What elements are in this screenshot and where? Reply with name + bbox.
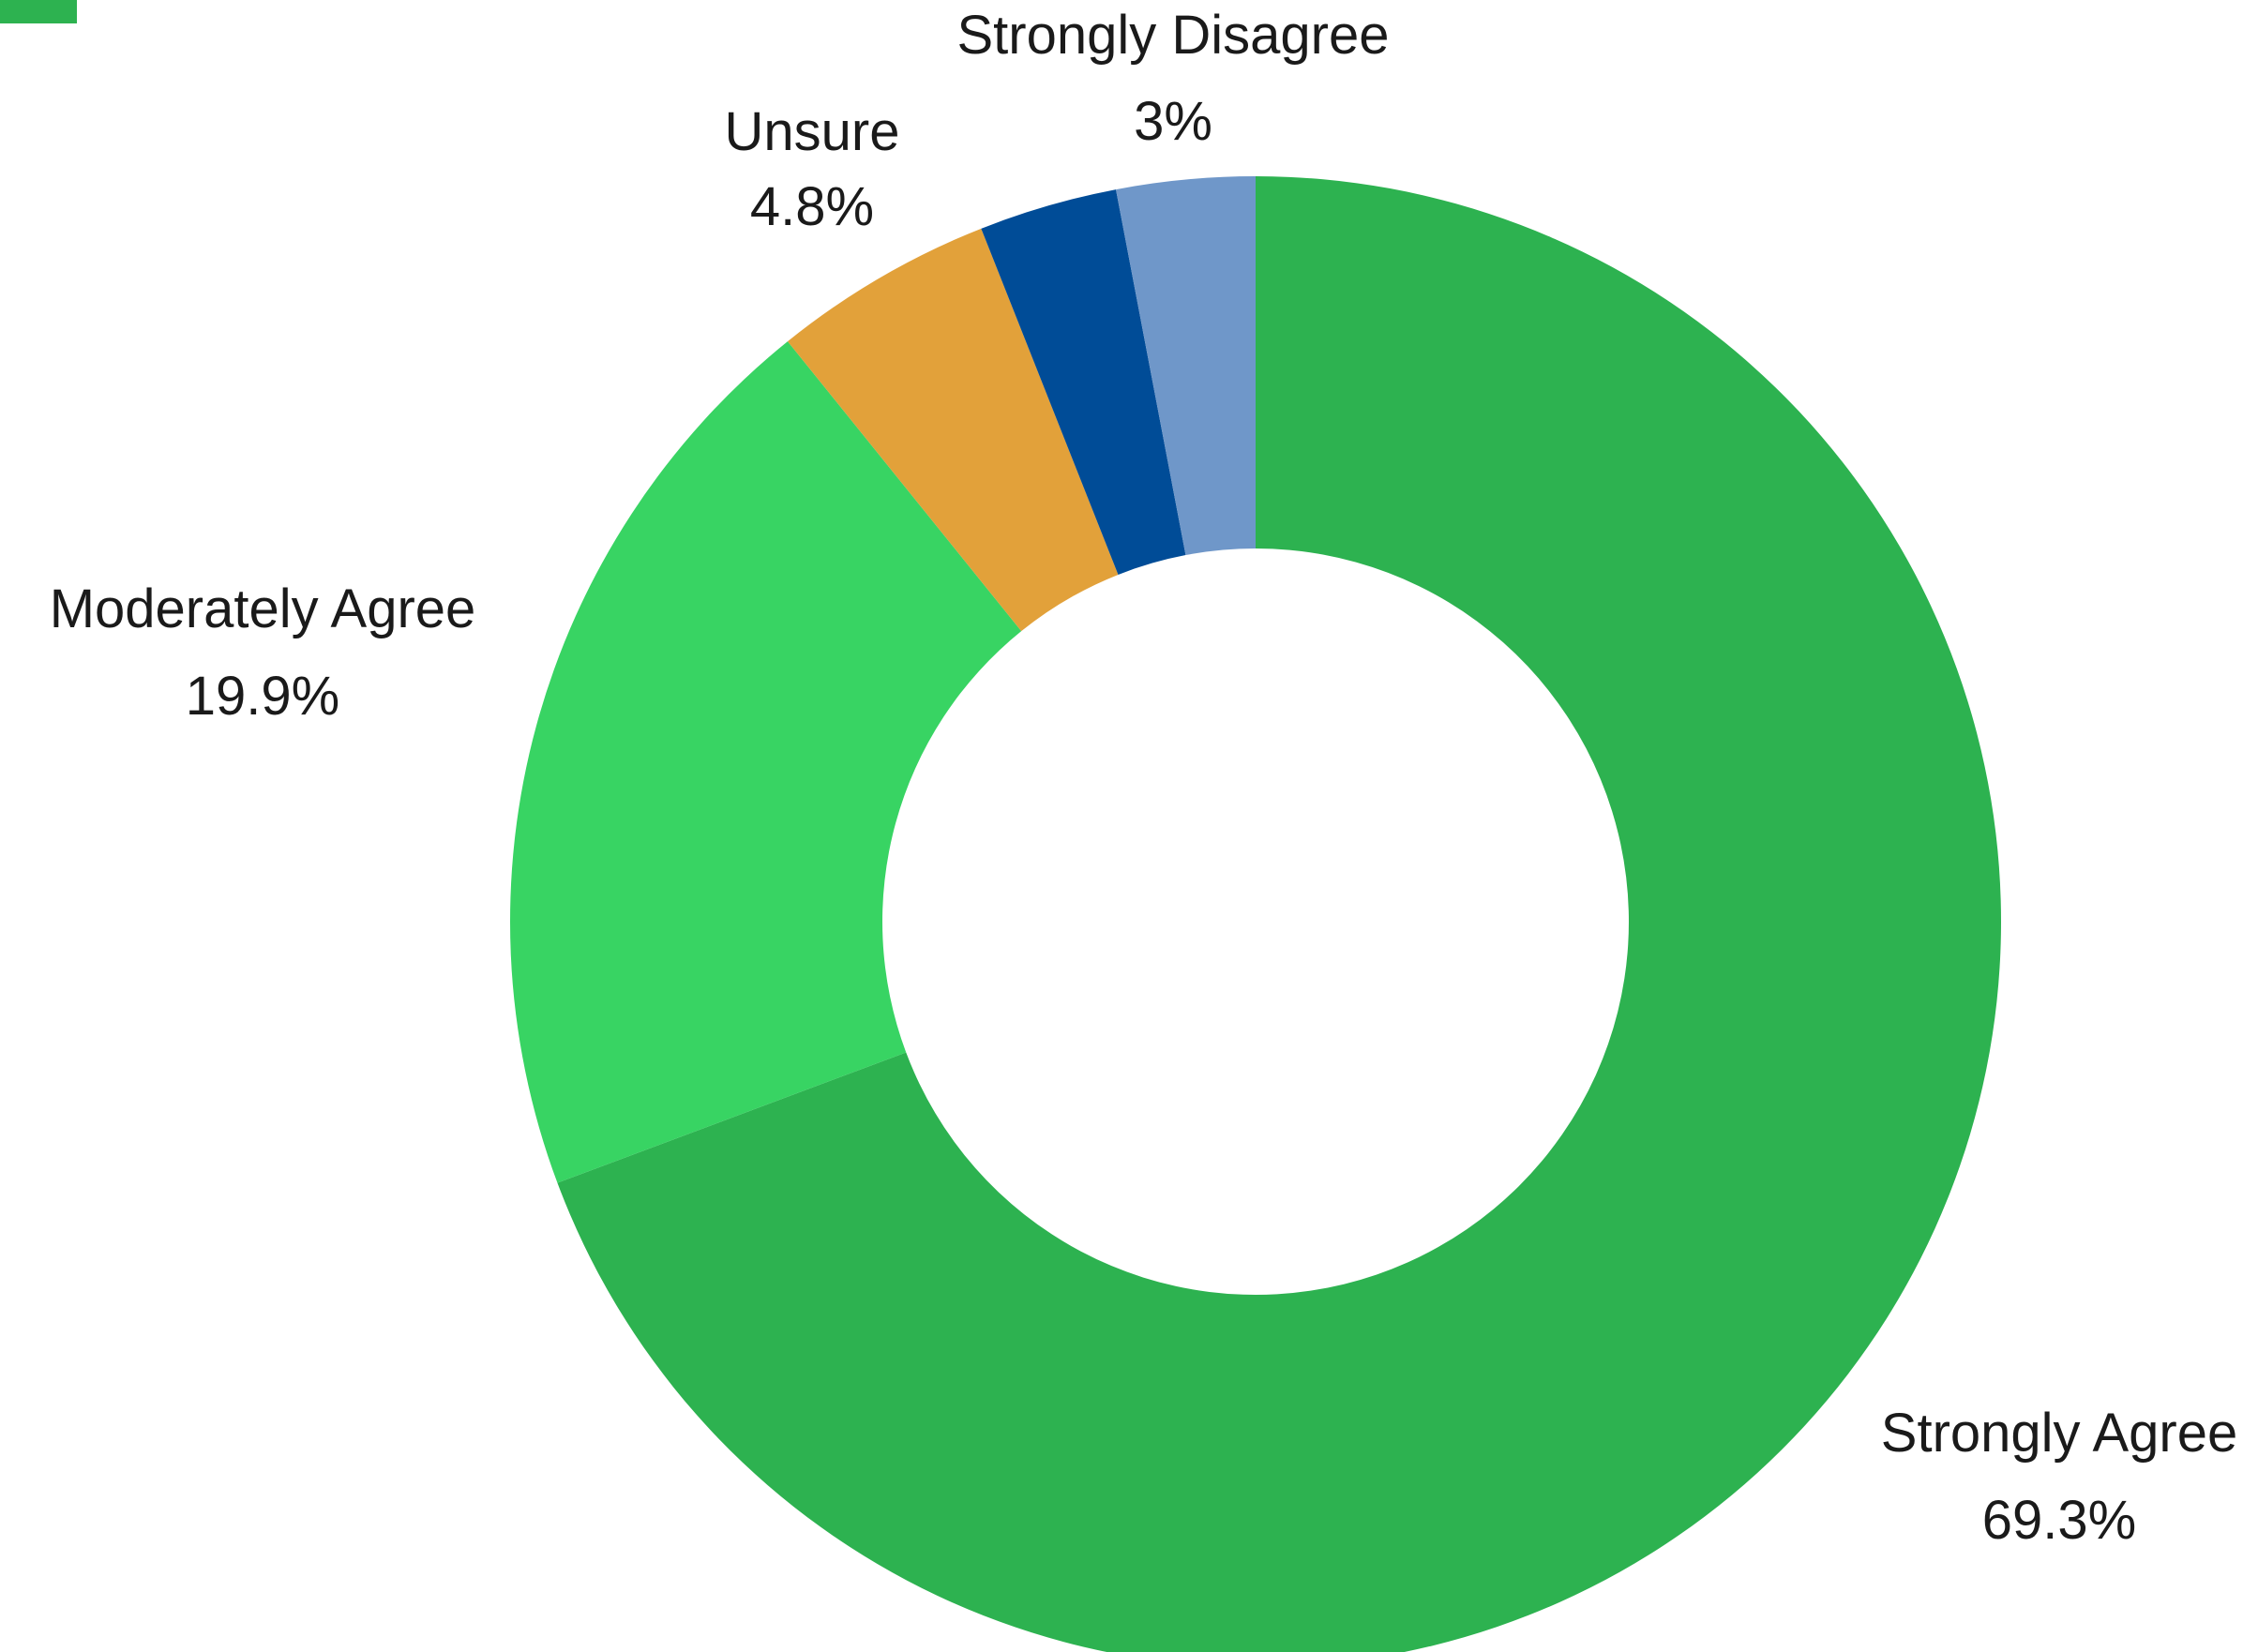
slice-unlabeled-3 bbox=[981, 189, 1186, 575]
label-strongly-disagree: Strongly Disagree bbox=[957, 5, 1390, 66]
slice-strongly-disagree bbox=[1116, 176, 1256, 556]
donut-slices bbox=[509, 176, 2001, 1652]
value-label-strongly-disagree: 3% bbox=[1134, 91, 1212, 152]
label-strongly-agree: Strongly Agree bbox=[1881, 1403, 2237, 1464]
value-label-strongly-agree: 69.3% bbox=[1982, 1490, 2136, 1551]
slice-strongly-agree bbox=[557, 176, 2001, 1652]
label-unsure: Unsure bbox=[725, 101, 900, 162]
slice-unsure bbox=[787, 228, 1119, 632]
slice-moderately-agree bbox=[509, 341, 1022, 1183]
value-label-moderately-agree: 19.9% bbox=[186, 666, 339, 727]
value-label-unsure: 4.8% bbox=[750, 176, 874, 237]
label-moderately-agree: Moderately Agree bbox=[50, 578, 476, 639]
legend-marker bbox=[0, 0, 77, 23]
slice-labels: Strongly Agree 69.3% Moderately Agree 19.9%… bbox=[50, 5, 2238, 1551]
